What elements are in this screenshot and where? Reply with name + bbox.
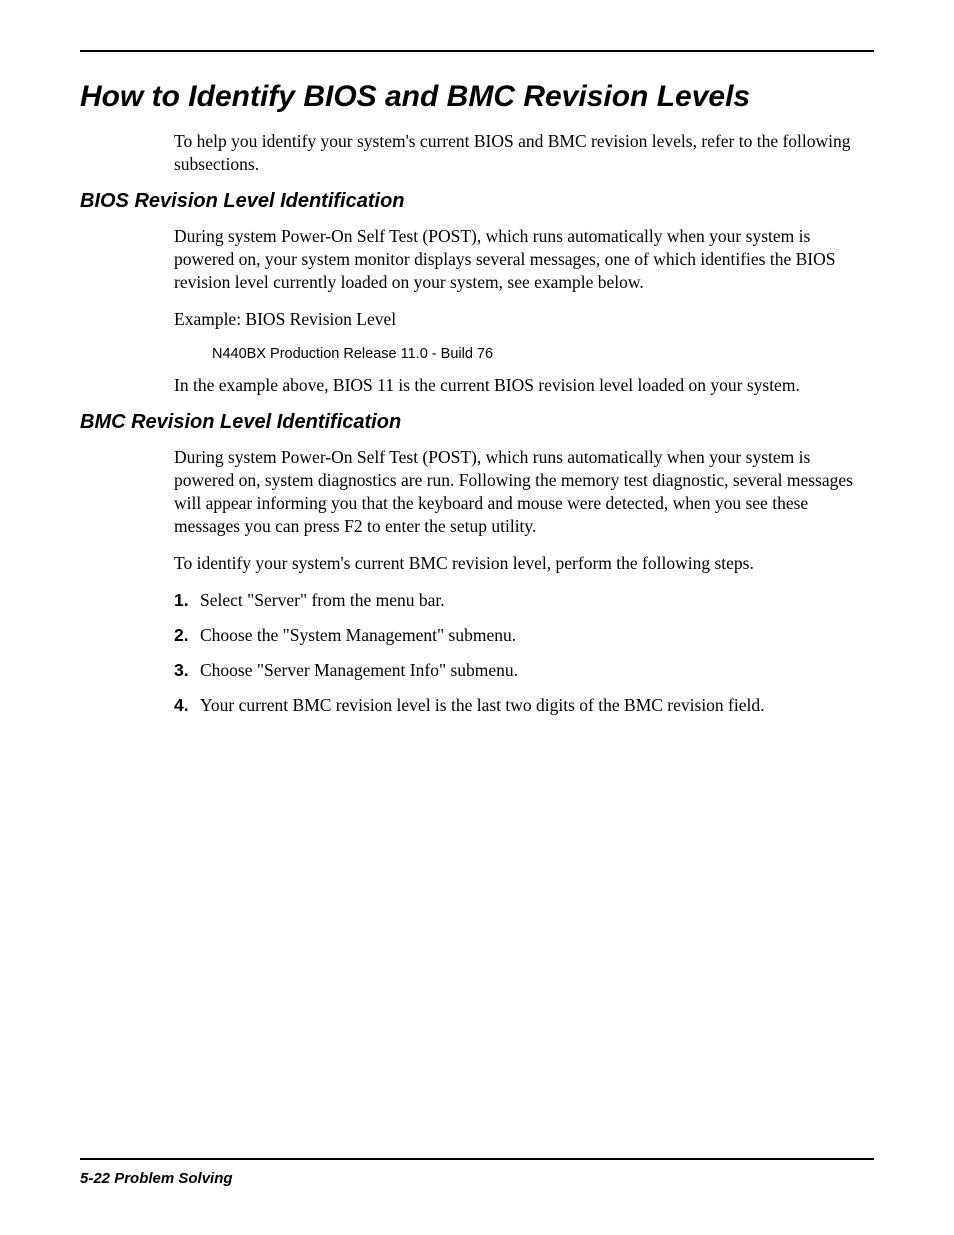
list-text: Choose "Server Management Info" submenu. xyxy=(200,659,874,682)
list-item: 2. Choose the "System Management" submen… xyxy=(174,624,874,647)
main-heading: How to Identify BIOS and BMC Revision Le… xyxy=(80,80,874,114)
list-number: 2. xyxy=(174,624,200,647)
section1-heading: BIOS Revision Level Identification xyxy=(80,190,874,213)
section2-heading: BMC Revision Level Identification xyxy=(80,411,874,434)
section2-steps-list: 1. Select "Server" from the menu bar. 2.… xyxy=(174,589,874,717)
list-text: Choose the "System Management" submenu. xyxy=(200,624,874,647)
footer-text: 5-22 Problem Solving xyxy=(80,1170,874,1187)
top-horizontal-rule xyxy=(80,50,874,52)
page-footer: 5-22 Problem Solving xyxy=(80,1158,874,1187)
section1-example-code: N440BX Production Release 11.0 - Build 7… xyxy=(212,346,874,362)
list-number: 4. xyxy=(174,694,200,717)
page-container: How to Identify BIOS and BMC Revision Le… xyxy=(0,0,954,780)
list-item: 4. Your current BMC revision level is th… xyxy=(174,694,874,717)
section1-para1: During system Power-On Self Test (POST),… xyxy=(174,225,874,294)
section2-para1: During system Power-On Self Test (POST),… xyxy=(174,446,874,538)
list-text: Your current BMC revision level is the l… xyxy=(200,694,874,717)
section2-para2: To identify your system's current BMC re… xyxy=(174,552,874,575)
intro-paragraph: To help you identify your system's curre… xyxy=(174,130,874,176)
list-number: 3. xyxy=(174,659,200,682)
section1-example-label: Example: BIOS Revision Level xyxy=(174,308,874,331)
list-number: 1. xyxy=(174,589,200,612)
list-text: Select "Server" from the menu bar. xyxy=(200,589,874,612)
section1-para2: In the example above, BIOS 11 is the cur… xyxy=(174,374,874,397)
bottom-horizontal-rule xyxy=(80,1158,874,1160)
list-item: 3. Choose "Server Management Info" subme… xyxy=(174,659,874,682)
list-item: 1. Select "Server" from the menu bar. xyxy=(174,589,874,612)
